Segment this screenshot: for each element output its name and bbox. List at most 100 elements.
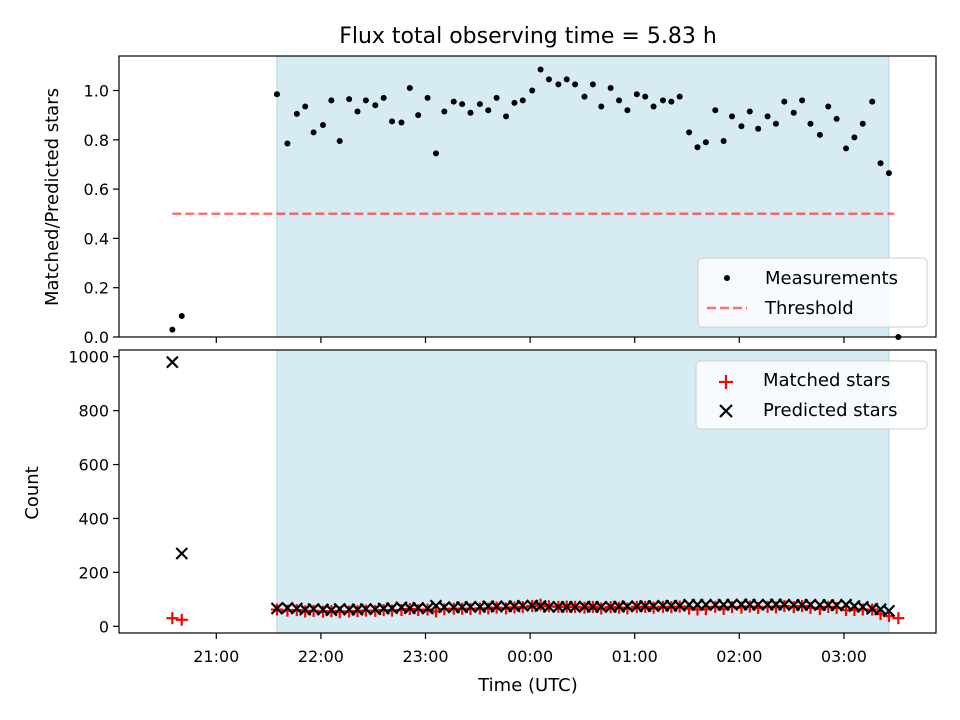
measurement-point (346, 96, 353, 103)
measurement-point (328, 97, 335, 104)
measurement-point (178, 313, 185, 320)
measurement-point (336, 138, 343, 145)
predicted-star-point (647, 599, 660, 613)
measurement-point (572, 81, 579, 88)
measurement-point (859, 120, 866, 127)
measurement-point (676, 93, 683, 100)
x-axis-label: Time (UTC) (477, 675, 578, 696)
measurement-point (319, 122, 326, 129)
predicted-star-point (464, 600, 477, 614)
bottom-y-axis-label: Count (22, 466, 43, 519)
top-y-tick-label: 0.0 (84, 328, 109, 347)
matched-star-point (709, 600, 722, 613)
top-axes-frame (118, 55, 937, 338)
predicted-star-point (421, 602, 434, 615)
measurement-point (816, 131, 823, 138)
measurement-point (293, 110, 300, 117)
measurement-point (686, 129, 693, 136)
measurement-point (169, 326, 176, 333)
measurement-point (354, 108, 361, 115)
measurement-point (712, 107, 719, 114)
measurement-point (503, 113, 510, 120)
legend-matched-marker (719, 375, 733, 389)
measurement-point (450, 98, 457, 105)
measurement-point (529, 87, 536, 94)
measurement-point (807, 120, 814, 127)
measurement-point (372, 102, 379, 109)
bottom-y-tick-label: 200 (78, 563, 109, 582)
measurement-point (310, 129, 317, 136)
chart-title: Flux total observing time = 5.83 h (339, 24, 717, 49)
measurement-point (694, 144, 701, 151)
measurement-point (362, 97, 369, 104)
bottom-y-tick-label: 1000 (68, 348, 109, 367)
measurement-point (467, 109, 474, 116)
measurement-point (843, 145, 850, 152)
predicted-star-point (568, 600, 582, 614)
matched-star-point (595, 602, 608, 615)
measurement-point (885, 170, 892, 177)
measurement-point (738, 123, 745, 130)
top-y-tick-label: 0.8 (84, 131, 109, 150)
bottom-legend: Matched stars Predicted stars (695, 360, 928, 430)
measurement-point (781, 98, 788, 105)
measurement-point (589, 81, 596, 88)
predicted-star-point (621, 600, 634, 613)
measurement-point (493, 94, 500, 101)
bottom-panel: 0 200 400 600 800 1000 21:00 22:00 23:00 00:00 01… (22, 348, 937, 696)
legend-measurements-marker (724, 275, 730, 281)
predicted-star-point (270, 602, 284, 615)
measurement-point (432, 150, 439, 157)
measurement-point (642, 93, 649, 100)
measurement-point (633, 91, 640, 98)
bottom-axes-frame (118, 349, 937, 634)
matched-star-point (175, 613, 188, 626)
measurement-point (616, 97, 623, 104)
measurement-point (764, 113, 771, 120)
measurement-point (825, 103, 832, 110)
top-legend: Measurements Threshold (697, 257, 928, 328)
bottom-legend-box (695, 360, 928, 430)
top-y-tick-label: 0.4 (84, 229, 109, 248)
measurement-point (398, 119, 405, 126)
bottom-y-tick-label: 600 (78, 456, 109, 475)
measurement-point (415, 112, 422, 119)
measurement-point (668, 98, 675, 105)
matched-star-point (621, 602, 634, 615)
measurement-point (284, 140, 291, 147)
predicted-star-point (751, 598, 765, 611)
x-tick-label: 03:00 (821, 647, 867, 666)
measurement-point (851, 134, 858, 141)
legend-measurements-label: Measurements (765, 268, 898, 289)
measurement-point (799, 97, 806, 104)
top-panel: 0.0 0.2 0.4 0.6 0.8 1.0 Matched/Predicted sta… (42, 55, 937, 347)
predicted-star-point (516, 599, 530, 613)
measurement-point (555, 81, 562, 88)
x-tick-label: 00:00 (507, 647, 553, 666)
legend-matched-label: Matched stars (763, 370, 890, 391)
top-y-tick-label: 0.2 (84, 279, 109, 298)
predicted-star-point (882, 604, 896, 618)
measurement-point (302, 103, 309, 110)
measurement-point (650, 103, 657, 110)
top-y-tick-label: 0.6 (84, 180, 109, 199)
measurement-point (833, 115, 840, 122)
predicted-star-point (856, 600, 870, 614)
top-y-tick-label: 1.0 (84, 82, 109, 101)
bottom-y-tick-label: 400 (78, 509, 109, 528)
x-tick-label: 22:00 (298, 647, 344, 666)
predicted-star-point (542, 600, 556, 614)
predicted-star-point (490, 600, 503, 613)
predicted-star-point (804, 598, 817, 611)
x-tick-label: 02:00 (716, 647, 762, 666)
x-tick-label: 01:00 (612, 647, 658, 666)
matched-star-point (743, 600, 756, 613)
matched-star-point (892, 612, 905, 625)
measurement-point (869, 98, 876, 105)
legend-predicted-label: Predicted stars (763, 400, 897, 421)
measurement-point (772, 120, 779, 127)
measurement-point (424, 94, 431, 101)
measurement-point (720, 138, 727, 145)
x-tick-label: 23:00 (402, 647, 448, 666)
predicted-star-point (725, 598, 739, 611)
